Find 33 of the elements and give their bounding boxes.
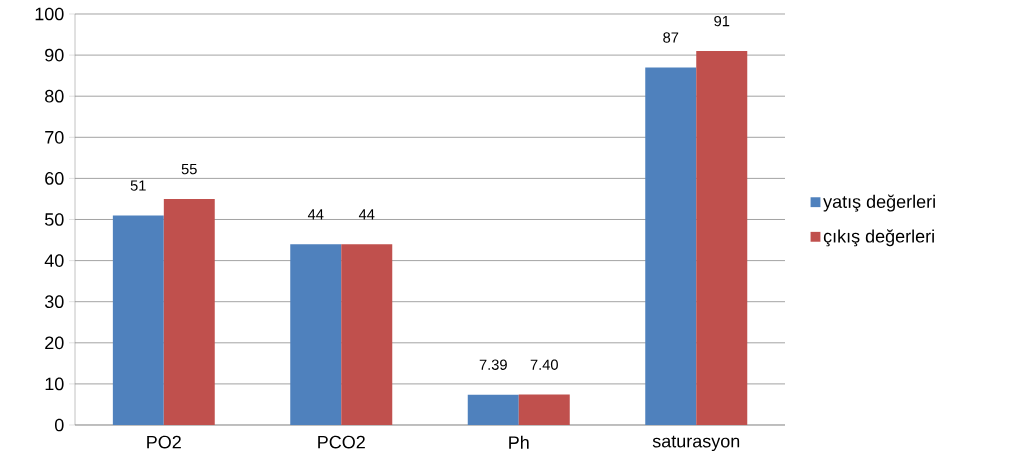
bar [163, 198, 215, 425]
bar [341, 244, 393, 425]
y-tick-label: 10 [45, 377, 64, 391]
x-tick-label: PO2 [147, 435, 181, 449]
y-tick-label: 30 [44, 295, 64, 309]
y-tick-label: 0 [54, 418, 64, 432]
legend-label: yatış değerleri [823, 194, 935, 212]
data-label: 7.40 [530, 359, 558, 370]
bar [290, 244, 342, 425]
data-label: 87 [663, 32, 679, 43]
data-label: 55 [181, 164, 197, 175]
bar [696, 50, 748, 425]
legend-label: çıkış değerleri [823, 229, 934, 247]
y-tick-label: 90 [45, 48, 64, 62]
data-label: 7.39 [479, 359, 507, 370]
y-tick-label: 40 [44, 254, 64, 267]
x-tick-label: Ph [509, 435, 529, 449]
bar [645, 67, 697, 425]
data-label: 44 [358, 209, 375, 220]
bar [112, 215, 164, 425]
bar [518, 394, 570, 425]
y-tick-label: 20 [45, 336, 64, 350]
x-tick-label: saturasyon [652, 435, 740, 452]
data-label: 51 [130, 180, 146, 191]
bar [467, 394, 519, 425]
y-tick-label: 100 [35, 7, 64, 21]
data-label: 44 [307, 209, 324, 220]
y-tick-label: 70 [45, 130, 64, 144]
y-tick-label: 80 [45, 89, 64, 103]
data-label: 91 [714, 15, 730, 27]
y-tick-label: 60 [45, 172, 64, 185]
y-tick-label: 50 [44, 213, 64, 226]
x-tick-label: PCO2 [318, 435, 365, 449]
